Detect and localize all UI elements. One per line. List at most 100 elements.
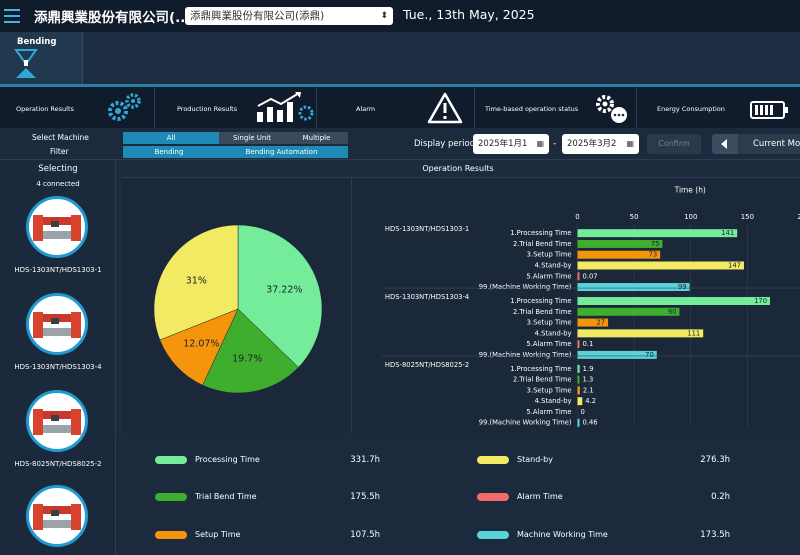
chevron-left-icon[interactable] bbox=[712, 134, 738, 154]
bar[interactable] bbox=[577, 418, 580, 427]
bar-value-label: 2.1 bbox=[583, 386, 594, 394]
category-label: 3.Setup Time bbox=[527, 319, 572, 327]
date-from-value: 2025年1月1 bbox=[478, 139, 528, 149]
legend-name: Alarm Time bbox=[517, 492, 563, 501]
machine-name: HDS-8025NT/HDS8025-2 bbox=[14, 460, 102, 468]
machine-item[interactable]: HDS-8025NT/HDS8025-2 bbox=[0, 390, 116, 480]
bar-value-label: 27 bbox=[596, 319, 605, 327]
bar[interactable] bbox=[577, 239, 663, 248]
date-separator: - bbox=[553, 139, 557, 149]
menu-alarm[interactable]: Alarm bbox=[317, 87, 475, 128]
x-axis-title: Time (h) bbox=[674, 185, 706, 194]
machine-item[interactable]: HDS-1303NT/HDS1303-1 bbox=[0, 196, 116, 286]
panel-title: Operation Results bbox=[422, 164, 494, 173]
bar[interactable] bbox=[577, 386, 580, 395]
category-label: 99.(Machine Working Time) bbox=[479, 283, 572, 291]
machine-item[interactable] bbox=[0, 485, 116, 555]
legend-name: Processing Time bbox=[195, 455, 260, 464]
top-bar: 添鼎興業股份有限公司(... 添鼎興業股份有限公司(添鼎) ⬍ Tue., 13… bbox=[0, 0, 800, 32]
bar-value-label: 0 bbox=[580, 408, 584, 416]
date-to-value: 2025年3月2 bbox=[567, 139, 617, 149]
bar-value-label: 170 bbox=[754, 297, 767, 305]
menu-operation-results[interactable]: Operation Results bbox=[0, 87, 155, 128]
filter-label: Filter bbox=[50, 147, 69, 156]
bar[interactable] bbox=[577, 283, 690, 292]
menu-label: Production Results bbox=[177, 105, 238, 113]
bar-value-label: 111 bbox=[687, 329, 700, 337]
machine-option-all[interactable]: All bbox=[123, 132, 219, 144]
pie-slice-label: 19.7% bbox=[232, 354, 262, 365]
date-from-input[interactable]: 2025年1月1 ▦ bbox=[473, 134, 549, 154]
machine-option-single[interactable]: Single Unit bbox=[219, 132, 285, 144]
pie-slice-trial-bend[interactable] bbox=[202, 308, 299, 394]
category-label: 99.(Machine Working Time) bbox=[479, 351, 572, 359]
legend-item: Machine Working Time 173.5h bbox=[477, 528, 777, 542]
pie-slice-standby[interactable] bbox=[153, 224, 239, 341]
bar[interactable] bbox=[577, 272, 580, 281]
x-tick-label: 50 bbox=[630, 213, 639, 221]
menu-energy-consumption[interactable]: Energy Consumption bbox=[637, 87, 800, 128]
machine-option-multiple[interactable]: Multiple bbox=[285, 132, 348, 144]
battery-icon bbox=[750, 101, 788, 119]
bar[interactable] bbox=[577, 375, 580, 384]
current-month-button[interactable]: Current Mo bbox=[712, 134, 800, 154]
bar-value-label: 141 bbox=[721, 229, 734, 237]
legend-item: Trial Bend Time 175.5h bbox=[155, 490, 755, 504]
confirm-button[interactable]: Confirm bbox=[647, 134, 701, 154]
filter-option-bending[interactable]: Bending bbox=[123, 146, 215, 158]
current-month-label: Current Mo bbox=[753, 139, 800, 149]
filter-option-bending-automation[interactable]: Bending Automation bbox=[215, 146, 348, 158]
growth-chart-icon bbox=[257, 92, 314, 122]
legend-swatch bbox=[477, 493, 509, 501]
pie-slice-processing[interactable] bbox=[237, 224, 323, 368]
company-select[interactable]: 添鼎興業股份有限公司(添鼎) ⬍ bbox=[185, 7, 393, 25]
bar[interactable] bbox=[577, 297, 771, 306]
company-select-value: 添鼎興業股份有限公司(添鼎) bbox=[190, 10, 325, 22]
panel-body: 37.22% 19.7% 12.07% 31% Time (h) 0 50 100 150 20… bbox=[122, 177, 800, 434]
bar[interactable] bbox=[577, 397, 583, 406]
bar[interactable] bbox=[577, 250, 661, 259]
bar[interactable] bbox=[577, 340, 580, 349]
legend-item: Stand-by 276.3h bbox=[477, 453, 777, 467]
bending-tab[interactable]: Bending bbox=[0, 32, 83, 84]
category-label: 3.Setup Time bbox=[527, 386, 572, 394]
bar[interactable] bbox=[577, 364, 580, 373]
display-period-label: Display period bbox=[414, 139, 476, 149]
bar[interactable] bbox=[577, 318, 609, 327]
legend-name: Stand-by bbox=[517, 455, 553, 464]
category-label: 5.Alarm Time bbox=[526, 408, 571, 416]
hamburger-menu-icon[interactable] bbox=[4, 8, 26, 24]
bar[interactable] bbox=[577, 261, 744, 270]
press-brake-machine-icon bbox=[26, 293, 88, 355]
press-brake-icon bbox=[14, 49, 38, 78]
menu-time-based-status[interactable]: Time-based operation status bbox=[475, 87, 637, 128]
bar[interactable] bbox=[577, 350, 657, 359]
company-title: 添鼎興業股份有限公司(... bbox=[34, 10, 191, 26]
legend-item: Alarm Time 0.2h bbox=[477, 490, 777, 504]
bar[interactable] bbox=[577, 307, 680, 316]
pie-slice-setup[interactable] bbox=[159, 308, 239, 386]
menu-production-results[interactable]: Production Results bbox=[155, 87, 317, 128]
gears-icon bbox=[108, 93, 141, 121]
bar[interactable] bbox=[577, 229, 738, 238]
bar-value-label: 90 bbox=[668, 308, 677, 316]
current-date: Tue., 13th May, 2025 bbox=[403, 7, 535, 22]
select-arrow-icon: ⬍ bbox=[380, 11, 388, 21]
menu-label: Alarm bbox=[356, 105, 376, 113]
legend-value: 276.3h bbox=[700, 455, 730, 465]
category-bar: Bending bbox=[0, 32, 800, 84]
gear-clock-icon bbox=[596, 95, 627, 123]
x-tick-label: 200 bbox=[797, 213, 800, 221]
machine-sidebar: Selecting 4 connected HDS-1303NT/HDS1303… bbox=[0, 160, 116, 555]
legend-name: Trial Bend Time bbox=[195, 492, 257, 501]
category-label: 2.Trial Bend Time bbox=[513, 308, 572, 316]
legend-value: 175.5h bbox=[350, 492, 380, 502]
machine-item[interactable]: HDS-1303NT/HDS1303-4 bbox=[0, 293, 116, 383]
press-brake-drawing bbox=[33, 409, 81, 435]
bar-value-label: 1.3 bbox=[582, 376, 593, 384]
bar[interactable] bbox=[577, 329, 704, 338]
legend-swatch bbox=[155, 493, 187, 501]
date-to-input[interactable]: 2025年3月2 ▦ bbox=[562, 134, 639, 154]
bar-value-label: 75 bbox=[651, 240, 660, 248]
category-label: 4.Stand-by bbox=[535, 397, 572, 405]
